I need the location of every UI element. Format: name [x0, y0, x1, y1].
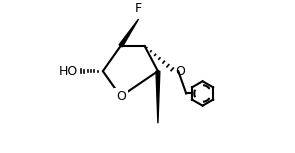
Polygon shape — [119, 19, 139, 47]
Text: O: O — [175, 65, 185, 78]
Polygon shape — [156, 71, 160, 123]
Text: F: F — [135, 2, 142, 15]
Text: HO: HO — [59, 65, 78, 78]
Text: O: O — [116, 90, 126, 103]
